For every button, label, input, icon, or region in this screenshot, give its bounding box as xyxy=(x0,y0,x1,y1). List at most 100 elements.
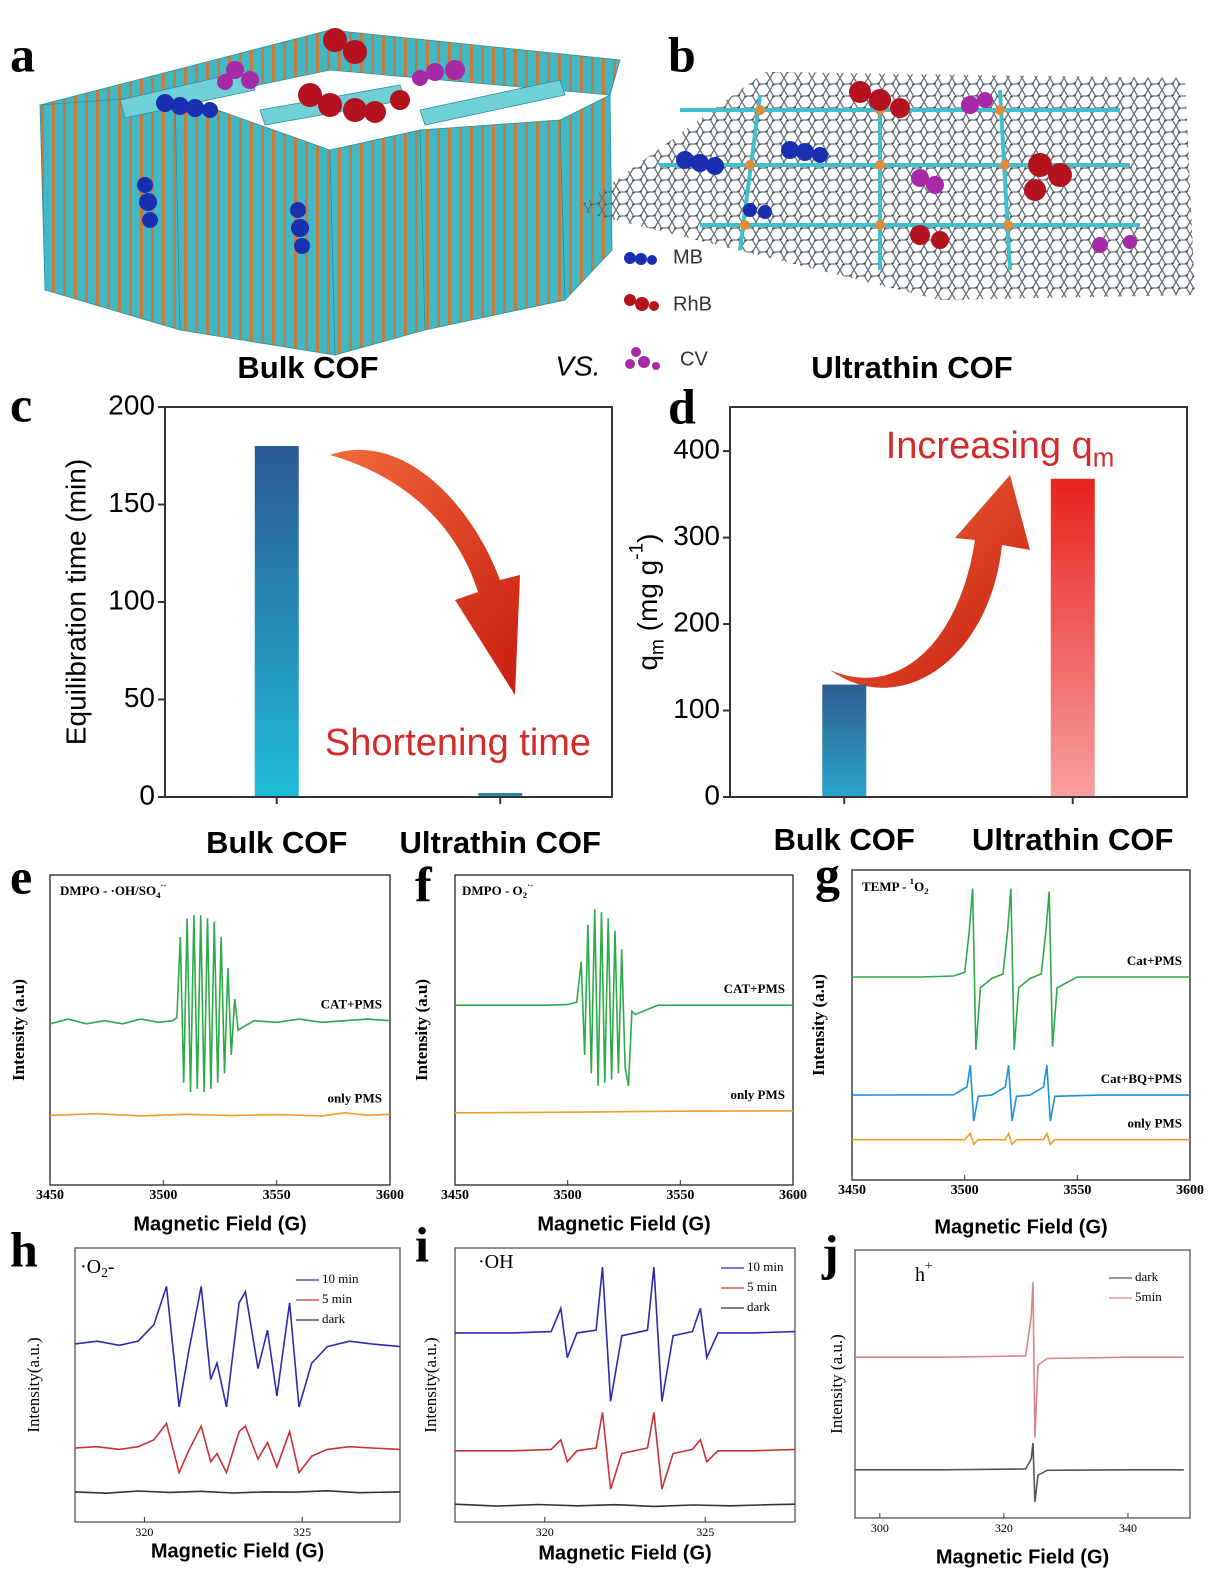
y-axis-label: Intensity (a.u) xyxy=(412,979,431,1081)
spectrum-line xyxy=(455,1267,795,1401)
x-tick-label: 3500 xyxy=(951,1183,979,1198)
x-tick-label: 3450 xyxy=(838,1183,866,1198)
y-axis-label: Intensity (a.u) xyxy=(9,979,28,1081)
x-tick-label: 325 xyxy=(293,1525,311,1539)
spectrum-line xyxy=(50,1113,390,1116)
text-part: ·- xyxy=(160,880,166,890)
plot-title: DMPO - ·OH/SO4·- xyxy=(60,880,166,900)
text-part: h xyxy=(915,1264,925,1286)
legend-label: dark xyxy=(747,1299,771,1314)
spectrum-line xyxy=(455,1111,793,1113)
spectrum-line xyxy=(455,1412,795,1489)
y-tick-label: 0 xyxy=(139,779,155,810)
bar xyxy=(1051,479,1095,797)
text-part: q xyxy=(632,655,663,671)
panel-letter: f xyxy=(415,856,433,912)
plot-title: ·OH xyxy=(478,1251,514,1273)
x-tick-label: 3550 xyxy=(263,1188,291,1203)
plot-frame xyxy=(852,870,1190,1180)
panel-letter: b xyxy=(668,26,696,82)
plot-frame xyxy=(50,875,390,1185)
y-tick-label: 100 xyxy=(108,584,155,615)
text-part: ) xyxy=(632,533,663,542)
plot-frame xyxy=(75,1248,400,1522)
x-tick-label: 3450 xyxy=(36,1188,64,1203)
plot-title: TEMP - 1O2 xyxy=(862,876,929,896)
annotation: Shortening time xyxy=(325,722,591,764)
category-label: Bulk COF xyxy=(774,822,915,857)
x-tick-label: 3550 xyxy=(1063,1183,1091,1198)
y-tick-label: 0 xyxy=(704,779,720,810)
plot-title: ·O2- xyxy=(80,1256,115,1281)
legend-label: 10 min xyxy=(322,1271,359,1286)
x-tick-label: 3600 xyxy=(376,1188,404,1203)
trend-arrow xyxy=(330,450,520,695)
legend-label: 5 min xyxy=(322,1291,352,1306)
text-part: O xyxy=(914,879,924,894)
plot-title: DMPO - O2·- xyxy=(462,880,533,900)
legend-label: CV xyxy=(680,348,708,370)
caption: VS. xyxy=(555,350,600,381)
panel-letter: g xyxy=(815,846,840,902)
y-axis-label: Equilibration time (min) xyxy=(60,459,91,745)
legend-label: MB xyxy=(673,246,703,268)
y-tick-label: 50 xyxy=(124,682,155,713)
legend-label: 5 min xyxy=(747,1279,777,1294)
panel-letter: c xyxy=(10,376,32,432)
spectrum-line xyxy=(855,1282,1184,1437)
text-part: - xyxy=(108,1256,115,1278)
bar xyxy=(822,685,866,797)
spectrum-line xyxy=(852,1134,1190,1145)
legend-label: 5min xyxy=(1135,1289,1162,1304)
legend-label: dark xyxy=(322,1311,346,1326)
x-tick-label: 320 xyxy=(135,1525,153,1539)
y-tick-label: 300 xyxy=(673,520,720,551)
y-tick-label: 200 xyxy=(673,606,720,637)
panel-letter: a xyxy=(10,26,35,82)
panel-letter: h xyxy=(10,1221,38,1277)
text-part: -1 xyxy=(626,543,647,560)
x-tick-label: 3600 xyxy=(779,1188,807,1203)
text-part: + xyxy=(925,1258,933,1273)
legend-label: dark xyxy=(1135,1269,1159,1284)
category-label: Bulk COF xyxy=(206,825,347,860)
x-axis-label: Magnetic Field (G) xyxy=(538,1542,711,1564)
ultrathin-cof-illustration xyxy=(575,72,1195,300)
x-tick-label: 320 xyxy=(536,1525,554,1539)
x-tick-label: 3500 xyxy=(554,1188,582,1203)
bar xyxy=(255,446,299,797)
x-tick-label: 3500 xyxy=(149,1188,177,1203)
y-tick-label: 400 xyxy=(673,433,720,464)
y-tick-label: 100 xyxy=(673,693,720,724)
category-label: Ultrathin COF xyxy=(400,825,602,860)
spectrum-line xyxy=(455,1504,795,1506)
annotation: Increasing qm xyxy=(886,425,1115,472)
series-label: only PMS xyxy=(327,1090,382,1105)
plot-frame xyxy=(455,1248,795,1522)
text-part: ·O xyxy=(80,1256,101,1278)
spectrum-line xyxy=(855,1443,1184,1502)
plot-title: h+ xyxy=(915,1258,933,1285)
text-part: m xyxy=(1093,444,1115,472)
panel-letter: j xyxy=(821,1224,839,1280)
x-axis-label: Magnetic Field (G) xyxy=(133,1213,306,1235)
x-tick-label: 3600 xyxy=(1176,1183,1204,1198)
text-part: ·- xyxy=(527,880,533,890)
y-axis-label: Intensity(a.u.) xyxy=(421,1337,440,1432)
trend-arrow xyxy=(830,475,1030,688)
y-axis-label: qm (mg g-1) xyxy=(626,533,668,670)
x-axis-label: Magnetic Field (G) xyxy=(151,1540,324,1562)
y-axis-label: Intensity (a.u.) xyxy=(827,1334,846,1434)
x-tick-label: 320 xyxy=(995,1521,1013,1535)
y-tick-label: 150 xyxy=(108,487,155,518)
legend-label: RhB xyxy=(673,293,712,315)
series-label: CAT+PMS xyxy=(724,981,785,996)
x-tick-label: 325 xyxy=(696,1525,714,1539)
x-tick-label: 300 xyxy=(871,1521,889,1535)
text-part: ·OH xyxy=(478,1251,514,1273)
dye-legend-icons xyxy=(624,252,660,370)
category-label: Ultrathin COF xyxy=(972,822,1174,857)
legend-label: 10 min xyxy=(747,1259,784,1274)
series-label: Cat+PMS xyxy=(1127,953,1182,968)
x-tick-label: 340 xyxy=(1119,1521,1137,1535)
